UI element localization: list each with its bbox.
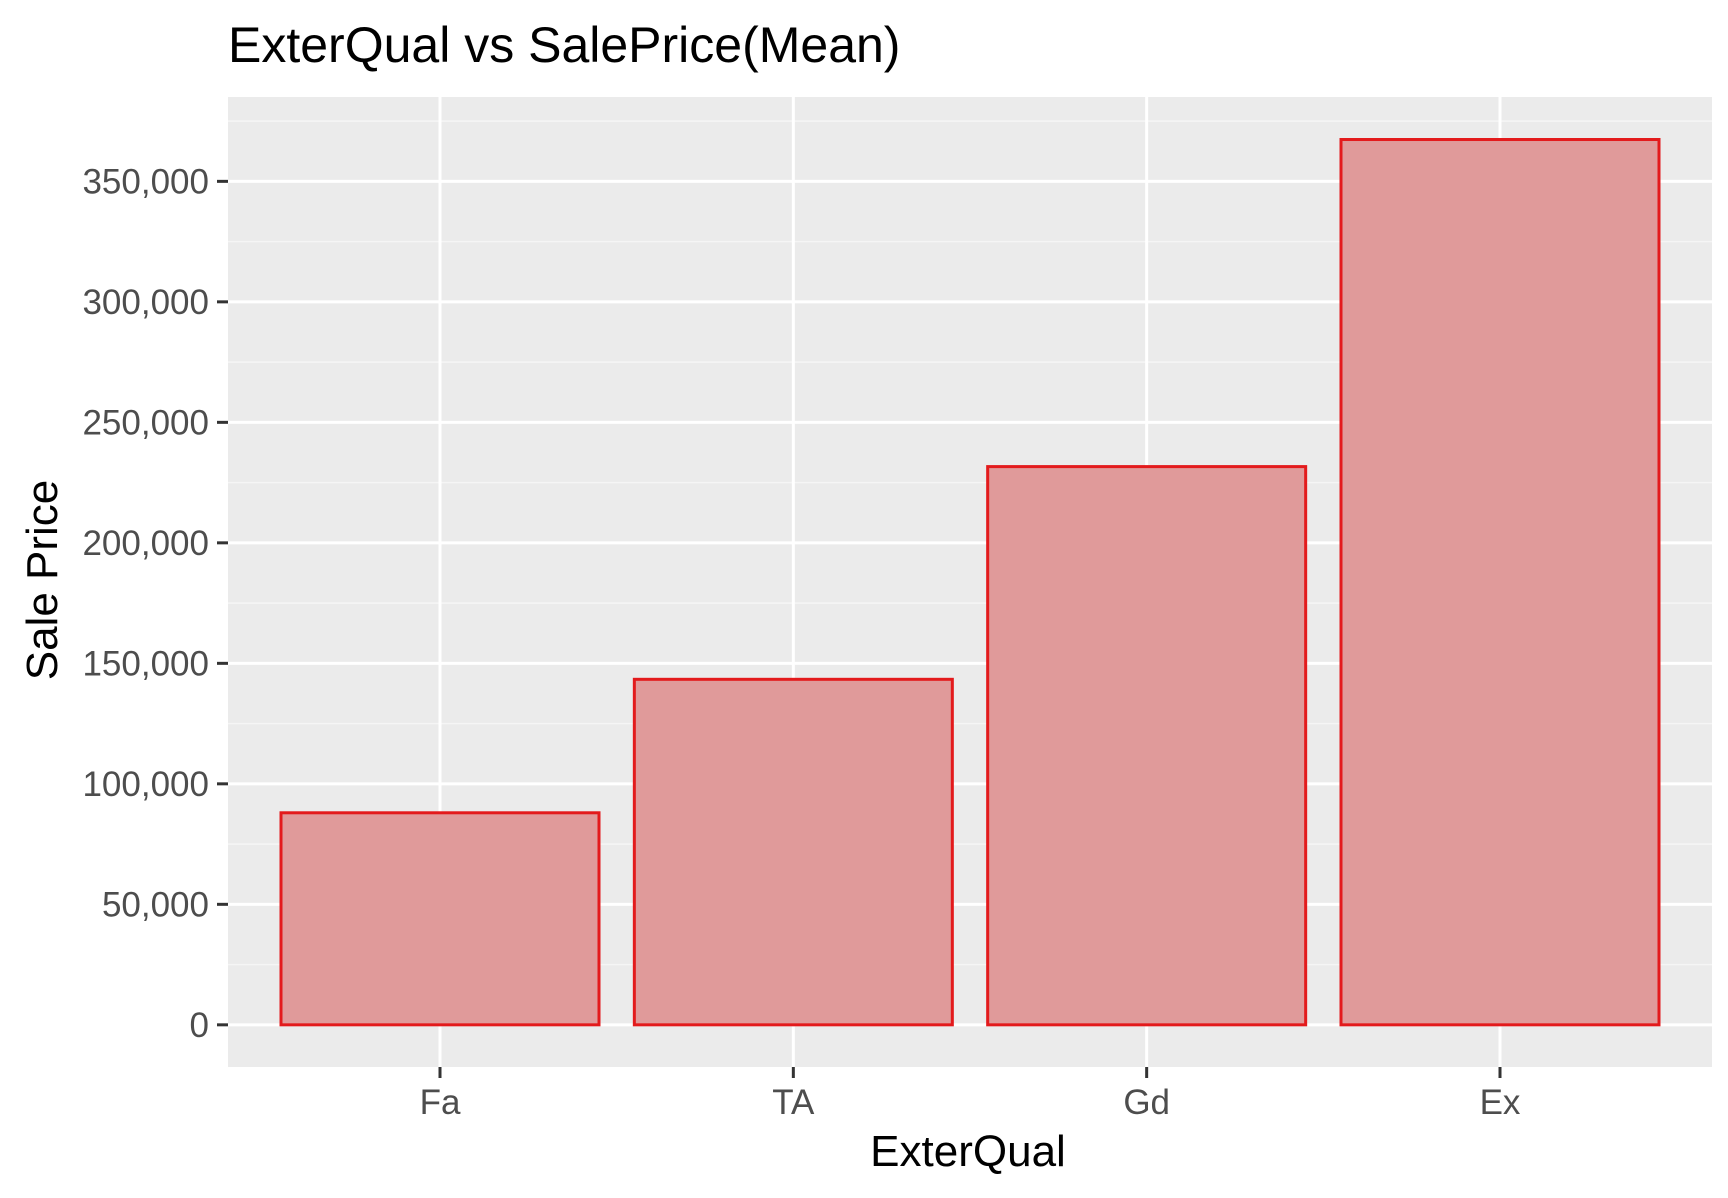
y-tick-label: 250,000: [82, 403, 209, 442]
y-axis-title: Sale Price: [18, 480, 67, 681]
y-tick-label: 50,000: [102, 885, 209, 924]
bar-fa: [279, 811, 601, 1027]
y-tick-label: 300,000: [82, 283, 209, 322]
chart-title: ExterQual vs SalePrice(Mean): [228, 17, 900, 73]
x-tick-label: Ex: [1480, 1083, 1521, 1122]
y-tick-label: 150,000: [82, 644, 209, 683]
y-tick-label: 350,000: [82, 162, 209, 201]
axes-group: 0 50,000 100,000 150,000 200,000 250,000 300,0…: [82, 162, 1520, 1122]
bars-group: [279, 138, 1661, 1027]
x-tick-label: TA: [772, 1083, 815, 1122]
bar-ex: [1339, 138, 1661, 1027]
x-axis-title: ExterQual: [870, 1127, 1066, 1176]
x-tick-label: Fa: [420, 1083, 461, 1122]
bar-ta: [632, 677, 954, 1027]
y-tick-label: 100,000: [82, 765, 209, 804]
y-tick-label: 200,000: [82, 524, 209, 563]
y-tick-label: 0: [190, 1006, 209, 1045]
bar-gd: [986, 465, 1308, 1027]
x-tick-label: Gd: [1123, 1083, 1170, 1122]
